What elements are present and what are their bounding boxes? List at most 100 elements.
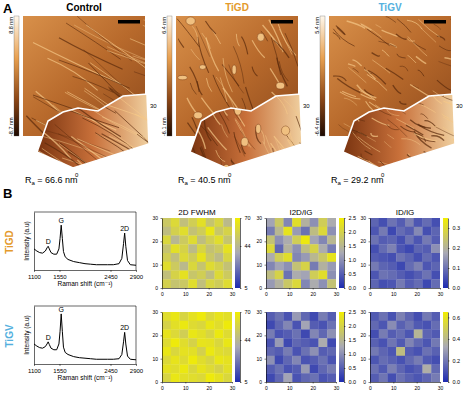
heatmap-cell <box>310 312 319 321</box>
surface-texture <box>300 143 311 176</box>
tick-label: 20 <box>414 291 420 297</box>
heatmap-cell <box>275 321 284 330</box>
surface-texture <box>336 26 346 35</box>
surface-texture <box>285 33 298 66</box>
peak-label: 2D <box>120 324 129 331</box>
heatmap-cell <box>215 347 224 356</box>
surface-texture <box>210 107 220 124</box>
heatmap-cell <box>215 338 224 347</box>
heatmap-cell <box>319 330 328 339</box>
heatmap-cell <box>223 338 232 347</box>
axis-line <box>371 382 441 383</box>
tick-label: 70 <box>245 215 251 221</box>
tick: 2.0 <box>344 229 356 235</box>
tick-label: 30 <box>256 309 262 315</box>
surface-texture <box>276 96 288 115</box>
tick-label: 30 <box>256 215 262 221</box>
surface-texture <box>396 34 407 39</box>
heatmap-cell <box>180 244 189 253</box>
axis: 0102030 <box>369 288 443 297</box>
heatmap-cell <box>388 321 397 330</box>
tick: 5 <box>240 379 248 385</box>
surface-texture <box>192 117 197 129</box>
surface-texture <box>92 120 169 174</box>
surface-texture <box>333 32 340 39</box>
surface-texture <box>352 60 361 66</box>
heatmap-cell <box>396 373 405 382</box>
heatmap-cell <box>379 271 388 280</box>
surface-texture <box>348 64 355 67</box>
heatmap-cell <box>275 227 284 236</box>
tick: 0 <box>161 382 164 391</box>
heatmap-cell <box>206 338 215 347</box>
axis: 0102030 <box>360 215 370 291</box>
heatmap-cell <box>370 279 379 288</box>
heatmap-cell <box>301 312 310 321</box>
surface-texture <box>265 135 279 165</box>
surface-texture <box>271 143 289 172</box>
heatmap-cell <box>206 227 215 236</box>
heatmap-cell <box>319 365 328 374</box>
heatmap-cell <box>370 218 379 227</box>
heatmap-cell <box>206 356 215 365</box>
heatmap-cell <box>223 321 232 330</box>
heatmap-cell <box>206 279 215 288</box>
tick-label: 20 <box>152 332 158 338</box>
tick: 20 <box>310 382 316 391</box>
heatmap-cell <box>414 356 423 365</box>
heatmap-cell <box>319 236 328 245</box>
surface-texture <box>346 105 353 107</box>
heatmap-cell <box>388 218 397 227</box>
tick-mark <box>161 218 163 219</box>
tick: 20 <box>360 332 370 338</box>
heatmap-cell <box>414 236 423 245</box>
afm-title: TiGD <box>225 2 249 13</box>
tick: 1550 <box>53 270 67 280</box>
heatmap-cell <box>423 373 432 382</box>
tick-label: 2.5 <box>349 309 357 315</box>
axis-line <box>35 270 137 271</box>
heatmap-cell <box>405 253 414 262</box>
heatmap-cell <box>284 279 293 288</box>
surface-texture <box>396 92 403 95</box>
heatmap-cell <box>431 279 440 288</box>
surface-texture <box>191 49 200 60</box>
heatmap-cell <box>414 330 423 339</box>
surface-texture <box>400 126 414 132</box>
surface-grain <box>199 65 206 70</box>
heatmap-cell <box>266 279 275 288</box>
surface-texture <box>421 166 443 183</box>
heatmap-cell <box>379 262 388 271</box>
surface-texture <box>102 134 181 186</box>
heatmap-cell <box>396 338 405 347</box>
heatmap-cell <box>310 373 319 382</box>
heatmap-cell <box>310 253 319 262</box>
heatmap-cell <box>388 262 397 271</box>
heatmap-cell <box>284 373 293 382</box>
tick-mark <box>60 270 61 272</box>
surface-texture <box>437 36 445 40</box>
tick-label: 10 <box>391 385 397 391</box>
heatmap-cell <box>180 227 189 236</box>
axis: 0102030 <box>369 382 443 391</box>
surface-texture <box>222 102 228 120</box>
heatmap-cell <box>284 244 293 253</box>
tick-mark <box>289 382 290 384</box>
heatmap-cell <box>370 338 379 347</box>
heatmap-cell <box>310 338 319 347</box>
surface-texture <box>202 33 210 49</box>
tick-mark <box>369 241 371 242</box>
heatmap-cell <box>266 253 275 262</box>
heatmap-cell <box>319 321 328 330</box>
heatmap-cell <box>162 253 171 262</box>
heatmap-cell <box>405 312 414 321</box>
heatmap-cell <box>206 365 215 374</box>
heatmap-cell <box>215 227 224 236</box>
tick-label: 2.0 <box>349 229 357 235</box>
roughness-value: = 29.2 nm <box>341 175 384 185</box>
heatmap-cell <box>423 253 432 262</box>
surface-texture <box>115 110 172 165</box>
tick: 20 <box>152 238 162 244</box>
heatmap-cell <box>162 330 171 339</box>
surface-texture <box>414 133 437 140</box>
